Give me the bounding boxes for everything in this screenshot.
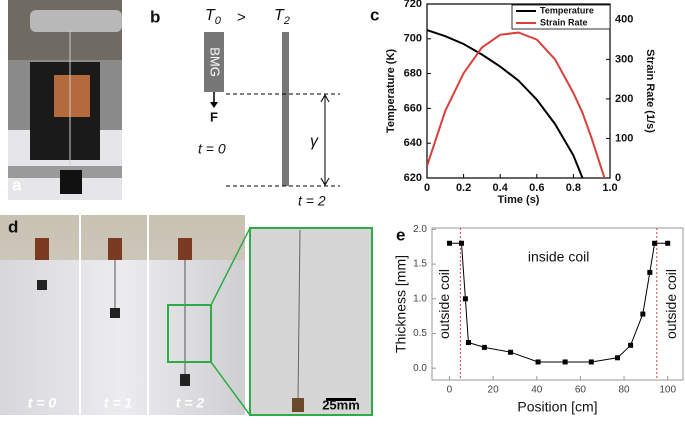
symbol: T (205, 7, 216, 24)
x-tick-label: 60 (575, 385, 587, 396)
x-tick-label: 80 (619, 385, 631, 396)
legend-label: Temperature (540, 5, 594, 15)
marker (588, 359, 594, 365)
x-tick-label: 0 (424, 182, 430, 194)
plot-frame (431, 227, 684, 381)
sample-label: BMG (208, 47, 223, 77)
marker (665, 240, 671, 246)
marker (462, 296, 468, 302)
relation: > (237, 9, 246, 26)
series-line (427, 29, 584, 178)
rod (282, 32, 289, 186)
marker (615, 355, 621, 361)
subscript: 0 (215, 15, 222, 27)
x-tick-label: 0.4 (493, 182, 509, 194)
marker (647, 269, 653, 275)
photo-a (8, 0, 122, 200)
y-tick-label: 680 (404, 68, 422, 80)
photo-d (0, 215, 373, 416)
y2-axis-label: Strain Rate (1/s) (644, 49, 656, 133)
marker (446, 240, 452, 246)
strain-label: γ (310, 133, 319, 150)
x-tick-label: 1.0 (602, 182, 617, 194)
y2-tick-label: 400 (615, 14, 633, 26)
legend-box (511, 4, 611, 30)
y-tick-label: 660 (404, 102, 422, 114)
panel-label: d (8, 217, 18, 236)
x-axis-label: Time (s) (498, 194, 540, 206)
temp-right: T2 (274, 7, 290, 27)
x-tick-label: 0.6 (529, 182, 544, 194)
scale-bar-label: 25mm (322, 397, 360, 412)
arrow-heads (320, 93, 330, 187)
x-axis-label: Position [cm] (517, 399, 597, 415)
marker (508, 349, 514, 355)
y-tick-label: 0.5 (413, 328, 427, 339)
time-label: t = 0 (198, 141, 226, 157)
marker (458, 240, 464, 246)
time-label: t = 2 (176, 395, 205, 411)
x-tick-label: 0.2 (456, 182, 471, 194)
series-line (427, 31, 606, 178)
y-tick-label: 1.5 (413, 259, 427, 270)
marker (535, 359, 541, 365)
arrow-head (210, 102, 218, 108)
x-tick-label: 20 (488, 385, 500, 396)
force-label: F (210, 109, 218, 124)
y2-tick-label: 300 (615, 53, 633, 65)
y-axis-label: Temperature (K) (385, 49, 397, 133)
marker (652, 240, 658, 246)
x-tick-label: 0.8 (566, 182, 581, 194)
y-tick-label: 620 (404, 172, 422, 184)
y2-tick-label: 100 (615, 132, 633, 144)
marker (628, 342, 634, 348)
y-tick-label: 720 (404, 0, 422, 10)
y-axis-label: Thickness [mm] (393, 255, 409, 353)
symbol: T (274, 7, 285, 24)
y2-tick-label: 200 (615, 93, 633, 105)
sample-bar (204, 32, 224, 92)
y-tick-label: 2.0 (413, 224, 427, 235)
panel-label: c (370, 5, 379, 24)
subscript: 2 (283, 15, 290, 27)
plot-frame (426, 3, 611, 179)
legend-label: Strain Rate (540, 17, 588, 27)
y-tick-label: 1.0 (413, 293, 427, 304)
annotation: outside coil (663, 269, 679, 339)
annotation: outside coil (436, 269, 452, 339)
marker (481, 344, 487, 350)
time-label: t = 1 (104, 395, 133, 411)
y-tick-label: 0.0 (413, 363, 427, 374)
panel-label: a (12, 175, 22, 194)
temp-left: T0 (205, 7, 222, 27)
y-tick-label: 640 (404, 137, 422, 149)
marker (562, 359, 568, 365)
x-tick-label: 0 (447, 385, 453, 396)
marker (465, 340, 471, 346)
time-label: t = 2 (298, 193, 326, 209)
x-tick-label: 40 (531, 385, 543, 396)
annotation: inside coil (528, 249, 589, 265)
y-tick-label: 700 (404, 33, 422, 45)
time-label: t = 0 (28, 395, 57, 411)
x-tick-label: 100 (659, 385, 676, 396)
marker (640, 311, 646, 317)
y2-tick-label: 0 (615, 172, 621, 184)
panel-label: b (150, 7, 160, 26)
panel-label: e (396, 225, 405, 244)
